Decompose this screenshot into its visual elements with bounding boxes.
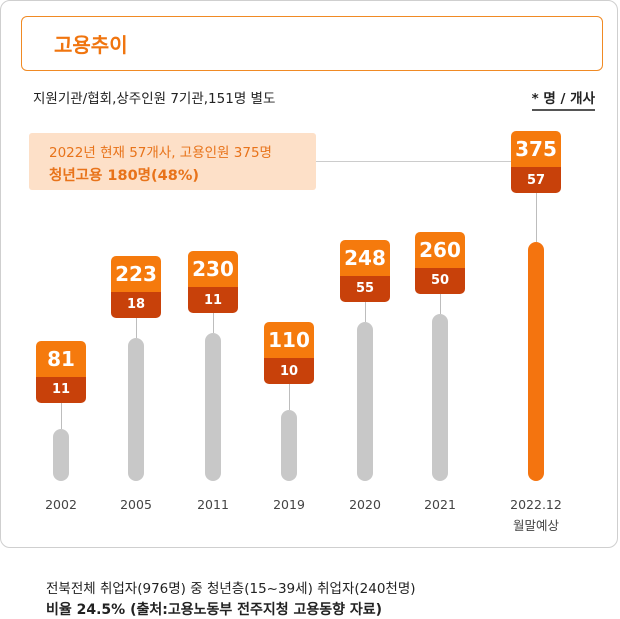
bar-2011 [205,333,221,481]
data-label-2005: 223 18 [111,255,161,318]
value-firms-2022.12: 57 [511,167,561,193]
value-firms-2011: 11 [188,287,238,314]
bar-connector-2021 [439,293,441,314]
data-label-2002: 81 11 [36,340,86,403]
value-people-2002: 81 [36,340,86,377]
callout-box: 2022년 현재 57개사, 고용인원 375명 청년고용 180명(48%) [29,133,316,190]
chart-title: 고용추이 [54,33,128,57]
callout-line1: 2022년 현재 57개사, 고용인원 375명 [49,145,272,161]
bar-2020 [357,321,373,481]
value-people-2019: 110 [264,322,314,359]
bar-2002 [53,428,69,481]
value-people-2021: 260 [415,231,465,268]
x-tick-2020: 2020 [349,497,381,512]
unit-note: * 명 / 개사 [531,87,595,111]
value-firms-2021: 50 [415,267,465,294]
title-box: 고용추이 [21,16,603,71]
bar-connector-2011 [212,313,214,334]
value-people-2011: 230 [188,251,238,288]
value-people-2020: 248 [340,239,390,276]
value-firms-2019: 10 [264,358,314,385]
bar-2021 [432,313,448,481]
bar-connector-2022.12 [535,193,537,242]
bar-connector-2019 [288,384,290,411]
value-firms-2002: 11 [36,376,86,403]
data-label-2022.12: 375 57 [511,131,561,193]
x-tick-note-2022.12: 월말예상 [512,518,559,533]
data-label-2011: 230 11 [188,251,238,314]
bar-connector-2005 [135,317,137,338]
footer-line2: 비율 24.5% (출처:고용노동부 전주지청 고용동향 자료) [46,602,383,618]
value-firms-2005: 18 [111,291,161,318]
data-label-2020: 248 55 [340,239,390,302]
value-people-2005: 223 [111,255,161,292]
footer-line1: 전북전체 취업자(976명) 중 청년층(15~39세) 취업자(240천명) [46,581,416,597]
x-tick-2002: 2002 [45,497,77,512]
x-tick-2019: 2019 [273,497,305,512]
bar-2005 [128,337,144,481]
x-tick-2005: 2005 [120,497,152,512]
bar-2019 [281,410,297,481]
bar-connector-2002 [60,402,62,429]
callout-line2: 청년고용 180명(48%) [49,168,199,184]
x-tick-2011: 2011 [197,497,229,512]
x-tick-2022.12: 2022.12 [510,497,562,512]
chart-subtitle: 지원기관/협회,상주인원 7기관,151명 별도 [33,91,276,107]
bar-2022.12 [528,242,544,481]
chart-card: 고용추이 지원기관/협회,상주인원 7기관,151명 별도 * 명 / 개사 2… [0,0,618,548]
callout-connector [316,161,516,162]
value-people-2022.12: 375 [511,131,561,167]
data-label-2021: 260 50 [415,231,465,294]
data-label-2019: 110 10 [264,322,314,385]
x-tick-2021: 2021 [424,497,456,512]
bar-connector-2020 [364,301,366,322]
value-firms-2020: 55 [340,275,390,302]
